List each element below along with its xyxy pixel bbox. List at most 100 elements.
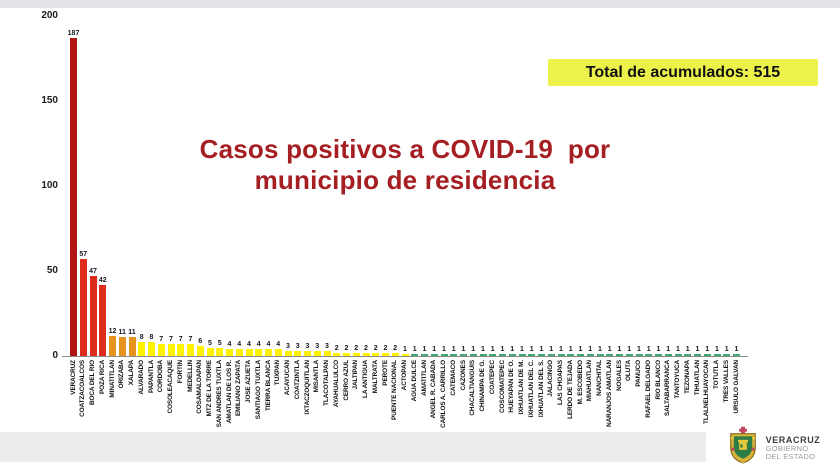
- x-axis-baseline: [62, 356, 748, 357]
- bar: [167, 344, 175, 356]
- x-axis-label: COATZINTLA: [293, 360, 301, 400]
- x-axis-label: FORTIN: [176, 360, 184, 384]
- y-axis-tick-50: 50: [46, 265, 58, 276]
- bar-value-label: 2: [354, 344, 359, 352]
- x-axis-label: ACAYUCAN: [284, 360, 291, 396]
- x-axis-label: IXHUATLAN DEL C.: [527, 360, 535, 418]
- x-axis-label: ANGEL R. CABADA: [430, 360, 438, 419]
- x-axis-label: HUEYAPAN DE O.: [508, 360, 516, 413]
- bar-value-label: 3: [315, 342, 320, 350]
- bar-value-label: 4: [256, 341, 261, 349]
- bar: [372, 352, 380, 356]
- bar: [713, 354, 721, 356]
- chart-title-line2: municipio de residencia: [254, 165, 556, 195]
- bar-value-label: 6: [198, 337, 203, 345]
- bar-value-label: 1: [646, 346, 651, 354]
- bar: [118, 337, 126, 356]
- bar-value-label: 1: [578, 346, 583, 354]
- bar-value-label: 2: [364, 344, 368, 352]
- y-axis-tick-150: 150: [41, 95, 58, 106]
- bar-value-label: 2: [393, 344, 398, 352]
- bar: [294, 350, 302, 356]
- x-axis-label: URSULO GALVAN: [732, 360, 740, 414]
- bar-value-label: 1: [500, 346, 505, 354]
- x-axis-label: CHINAMPA DE G.: [479, 360, 486, 412]
- bar-value-label: 1: [549, 346, 554, 354]
- x-axis-label: AMATITLAN: [420, 360, 428, 396]
- bar-value-label: 1: [471, 346, 476, 354]
- bar: [333, 352, 341, 356]
- bar-value-label: 1: [461, 346, 466, 354]
- bar: [177, 344, 185, 356]
- chart-title: Casos positivos a COVID-19 por municipio …: [150, 134, 660, 196]
- x-axis-label: TEZONAPA: [683, 360, 691, 394]
- x-axis-label: ALVARADO: [137, 360, 145, 395]
- bar: [577, 354, 584, 356]
- x-axis-label: NARANJOS AMATLAN: [605, 360, 613, 427]
- bar: [674, 354, 682, 356]
- x-axis-label: AYAHUALULCO: [332, 360, 340, 408]
- x-axis-label: CERRO AZUL: [342, 360, 350, 401]
- bar-value-label: 1: [724, 346, 729, 354]
- bar-value-label: 1: [666, 346, 671, 354]
- x-axis-label: EMILIANO ZAPATA: [235, 360, 243, 417]
- bar: [304, 350, 311, 356]
- x-axis-label: MIAHUATLAN: [586, 360, 594, 402]
- x-axis-label: COSAMALOAPAN: [196, 360, 204, 414]
- x-axis-label: IXTACZOQUITLAN: [303, 360, 311, 415]
- logo-subtitle-2: DEL ESTADO: [765, 452, 816, 462]
- bar: [362, 352, 370, 356]
- bar: [508, 354, 516, 356]
- x-axis-label: SAN ANDRES TUXTLA: [215, 360, 223, 428]
- footer-band: [0, 432, 840, 462]
- x-axis-label: ORIZABA: [118, 360, 126, 389]
- bar: [421, 354, 428, 356]
- bar-value-label: 187: [67, 30, 80, 38]
- bar: [499, 354, 506, 356]
- bar-value-label: 1: [607, 346, 612, 354]
- bar-value-label: 1: [403, 346, 407, 354]
- x-axis-label: MTZ DE LA TORRE: [206, 360, 213, 417]
- bar: [450, 354, 458, 356]
- bar: [518, 354, 526, 356]
- bar: [391, 352, 399, 356]
- bar: [528, 354, 536, 356]
- bar: [382, 352, 389, 356]
- bar: [430, 354, 438, 356]
- bar: [128, 337, 136, 356]
- x-axis-label: OLUTA: [625, 360, 633, 382]
- bar: [733, 354, 740, 356]
- bar-value-label: 8: [139, 334, 144, 342]
- bar: [596, 354, 604, 356]
- bar: [245, 349, 253, 356]
- x-axis-label: LA ANTIGUA: [362, 360, 369, 398]
- bar: [274, 349, 282, 356]
- bar: [723, 354, 731, 356]
- x-axis-label: PUENTE NACIONAL: [391, 360, 399, 420]
- veracruz-coat-of-arms-icon: [726, 426, 760, 471]
- bar: [99, 284, 107, 356]
- bar: [684, 354, 692, 356]
- bar-value-label: 1: [412, 346, 417, 354]
- bar-value-label: 1: [422, 346, 427, 354]
- bar: [313, 350, 321, 356]
- bar-value-label: 1: [656, 346, 661, 354]
- bar-value-label: 4: [266, 341, 271, 349]
- bar: [323, 350, 331, 356]
- bar: [547, 354, 555, 356]
- x-axis-label: CARLOS A. CARRILLO: [440, 360, 447, 428]
- bar: [479, 354, 487, 356]
- x-axis-label: TIHUATLAN: [693, 360, 701, 396]
- x-axis-label: TIERRA BLANCA: [264, 360, 272, 412]
- x-axis-label: NANCHITAL: [596, 360, 603, 396]
- x-axis-label: CAZONES: [459, 360, 467, 391]
- bar-value-label: 12: [108, 327, 117, 335]
- y-axis-tick-100: 100: [41, 180, 58, 191]
- x-axis-label: TUXPAN: [274, 360, 282, 386]
- x-axis-label: MINATITLAN: [108, 360, 116, 398]
- x-axis-label: XALAPA: [128, 360, 135, 386]
- x-axis-label: TLALNELHUAYOCAN: [703, 360, 711, 424]
- bar-value-label: 1: [627, 346, 632, 354]
- bar-value-label: 57: [79, 251, 88, 259]
- x-axis-label: ACTOPAN: [401, 360, 408, 391]
